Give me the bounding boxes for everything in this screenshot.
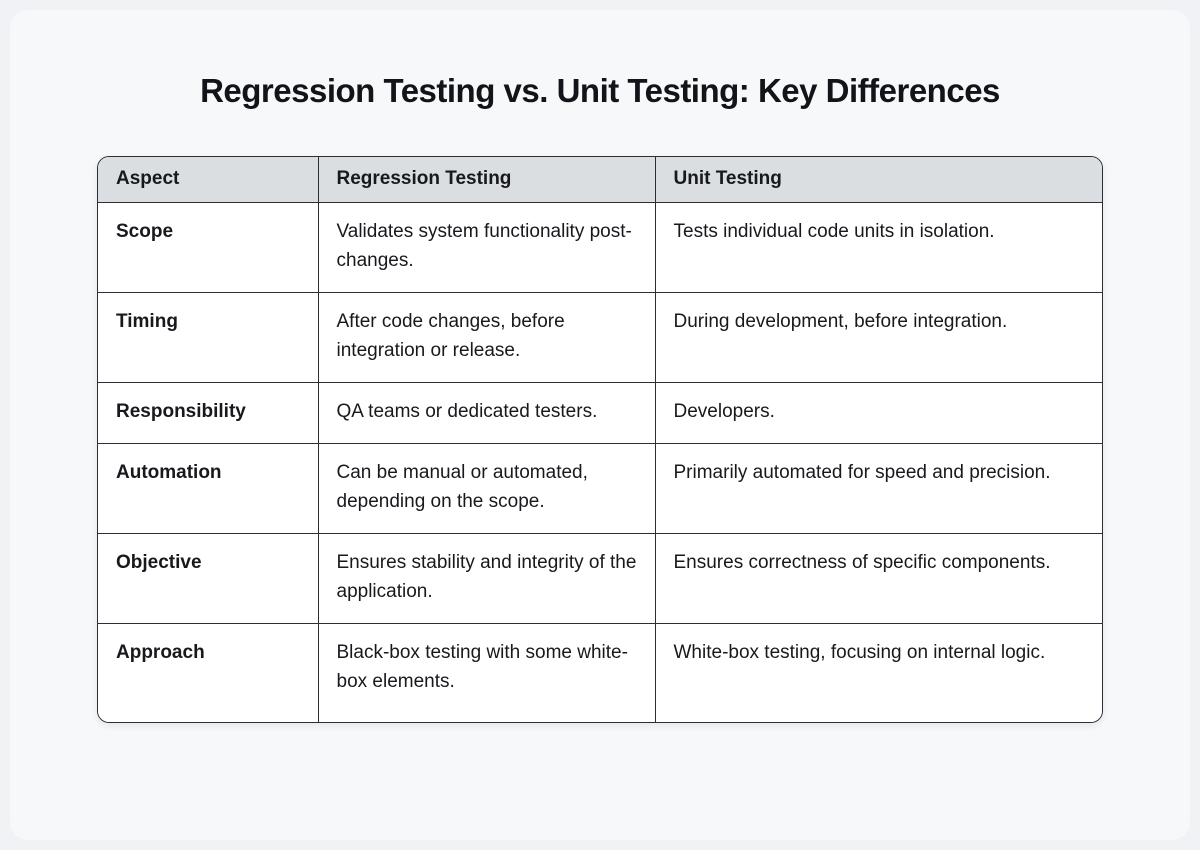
table-row-responsibility: Responsibility QA teams or dedicated tes… bbox=[98, 382, 1102, 444]
regression-cell: Validates system functionality post-chan… bbox=[317, 202, 655, 293]
table-row-automation: Automation Can be manual or automated, d… bbox=[98, 443, 1102, 534]
column-header-aspect: Aspect bbox=[98, 157, 318, 203]
regression-cell: Can be manual or automated, depending on… bbox=[317, 443, 655, 534]
unit-cell: Ensures correctness of specific componen… bbox=[654, 533, 1102, 624]
regression-cell: After code changes, before integration o… bbox=[317, 292, 655, 383]
table-row-timing: Timing After code changes, before integr… bbox=[98, 292, 1102, 383]
table-row-scope: Scope Validates system functionality pos… bbox=[98, 202, 1102, 293]
aspect-label: Approach bbox=[98, 623, 318, 722]
column-header-unit-testing: Unit Testing bbox=[654, 157, 1102, 203]
aspect-label: Objective bbox=[98, 533, 318, 624]
table-header-row: Aspect Regression Testing Unit Testing bbox=[98, 157, 1102, 203]
regression-cell: Ensures stability and integrity of the a… bbox=[317, 533, 655, 624]
unit-cell: Developers. bbox=[654, 382, 1102, 444]
aspect-label: Automation bbox=[98, 443, 318, 534]
unit-cell: Tests individual code units in isolation… bbox=[654, 202, 1102, 293]
page-card: Regression Testing vs. Unit Testing: Key… bbox=[10, 10, 1190, 840]
table-row-objective: Objective Ensures stability and integrit… bbox=[98, 533, 1102, 624]
regression-cell: QA teams or dedicated testers. bbox=[317, 382, 655, 444]
table-row-approach: Approach Black-box testing with some whi… bbox=[98, 623, 1102, 722]
page-title: Regression Testing vs. Unit Testing: Key… bbox=[200, 72, 1000, 109]
comparison-table: Aspect Regression Testing Unit Testing S… bbox=[98, 157, 1102, 722]
aspect-label: Responsibility bbox=[98, 382, 318, 444]
regression-cell: Black-box testing with some white-box el… bbox=[317, 623, 655, 722]
column-header-regression-testing: Regression Testing bbox=[317, 157, 655, 203]
comparison-table-container: Aspect Regression Testing Unit Testing S… bbox=[97, 156, 1103, 723]
aspect-label: Timing bbox=[98, 292, 318, 383]
unit-cell: During development, before integration. bbox=[654, 292, 1102, 383]
aspect-label: Scope bbox=[98, 202, 318, 293]
unit-cell: White-box testing, focusing on internal … bbox=[654, 623, 1102, 722]
unit-cell: Primarily automated for speed and precis… bbox=[654, 443, 1102, 534]
